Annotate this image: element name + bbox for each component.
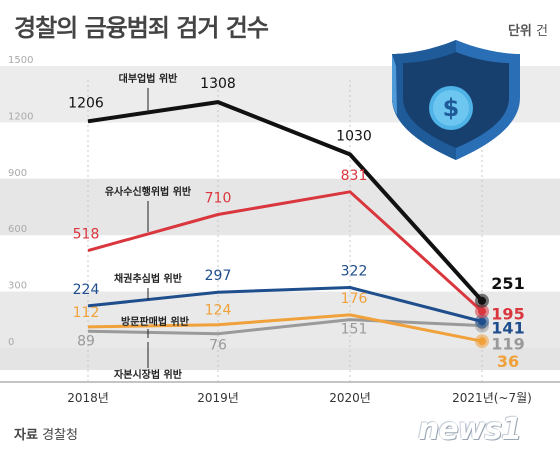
series-name-label: 유사수신행위법 위반 [105, 185, 192, 198]
data-label: 89 [77, 333, 95, 349]
unit-value: 건 [536, 24, 548, 39]
data-label: 76 [209, 338, 227, 354]
series-name-label: 자본시장법 위반 [114, 368, 183, 381]
series-name-label: 방문판매법 위반 [121, 315, 190, 328]
source-value: 경찰청 [42, 428, 78, 443]
grid-band [0, 178, 560, 236]
data-label: 322 [341, 263, 368, 279]
data-label: 1030 [336, 128, 372, 144]
y-tick-label: 1500 [8, 55, 33, 66]
data-label: 224 [73, 282, 100, 298]
series-end-point [478, 296, 486, 305]
x-tick-label: 2020년 [329, 391, 371, 405]
series-lines [87, 100, 489, 349]
data-label: 151 [341, 322, 368, 338]
y-tick-label: 1200 [8, 111, 33, 122]
data-label: 124 [205, 303, 232, 319]
shield-dollar-icon: $ [392, 40, 520, 160]
data-label: 251 [491, 274, 524, 293]
data-label: 1308 [200, 76, 236, 92]
source-label: 자료 [14, 428, 38, 443]
data-label: 36 [497, 352, 519, 371]
series-line [87, 100, 484, 303]
unit-note: 단위 건 [508, 20, 548, 39]
data-label: 518 [73, 227, 100, 243]
data-label: 1206 [68, 95, 104, 111]
series-line [87, 190, 484, 313]
logo-text: news1 [418, 412, 522, 447]
series-end-point [478, 317, 486, 326]
data-label: 141 [491, 318, 524, 337]
y-tick-label: 900 [8, 168, 27, 179]
data-label: 831 [341, 168, 368, 184]
x-tick-label: 2021년(~7월) [452, 391, 532, 405]
data-label: 112 [73, 305, 100, 321]
x-tick-label: 2018년 [67, 391, 109, 405]
data-label: 176 [341, 291, 368, 307]
y-axis-ticks: 0 300 600 900 1200 1500 [8, 55, 33, 348]
data-label: 297 [205, 268, 232, 284]
series-line [87, 318, 483, 336]
x-tick-label: 2019년 [197, 391, 239, 405]
baseline-band [0, 348, 560, 370]
series-line [87, 286, 483, 323]
data-label: 119 [491, 335, 524, 354]
y-tick-label: 600 [8, 224, 27, 235]
series-name-label: 대부업법 위반 [119, 72, 178, 85]
series-end-point [478, 307, 486, 316]
series-name-label: 채권추심법 위반 [114, 272, 183, 285]
source-note: 자료 경찰청 [14, 424, 78, 443]
y-tick-label: 0 [8, 337, 14, 348]
news1-logo: news1 [418, 412, 522, 447]
y-tick-label: 300 [8, 281, 27, 292]
chart-title: 경찰의 금융범죄 검거 건수 [14, 14, 269, 42]
series-end-point [478, 337, 486, 346]
x-axis-labels: 2018년 2019년 2020년 2021년(~7월) [67, 391, 532, 405]
unit-label: 단위 [507, 24, 532, 39]
series-line [87, 313, 483, 343]
data-label: 195 [491, 304, 524, 323]
data-label: 710 [205, 191, 232, 207]
svg-text:$: $ [443, 94, 460, 122]
